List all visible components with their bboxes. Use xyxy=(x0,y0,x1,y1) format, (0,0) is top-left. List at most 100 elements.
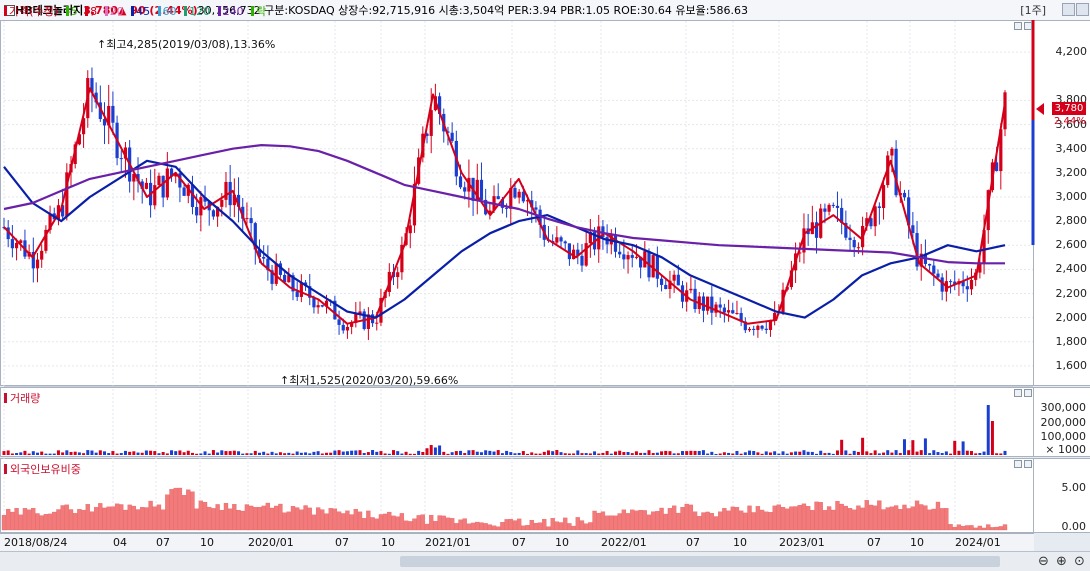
foreign-bar xyxy=(977,525,983,531)
period-selector[interactable]: [1주] xyxy=(1020,4,1046,17)
candle-body xyxy=(764,328,768,330)
legend-ma60[interactable]: 60 xyxy=(162,5,177,18)
volume-panel-menu-button[interactable] xyxy=(1014,389,1022,397)
candle-body xyxy=(584,243,588,266)
candle-body xyxy=(986,190,990,231)
candle-body xyxy=(253,223,257,250)
foreign-bar xyxy=(52,511,57,531)
foreign-bar xyxy=(311,514,317,531)
volume-bar xyxy=(798,451,802,455)
minimize-button[interactable] xyxy=(1062,3,1075,16)
foreign-bar xyxy=(709,513,714,531)
foreign-bar xyxy=(994,526,999,531)
scroll-thumb[interactable] xyxy=(400,556,1000,567)
candle-body xyxy=(919,253,923,267)
x-tick-label: 10 xyxy=(733,536,747,549)
close-button[interactable] xyxy=(1076,3,1089,16)
foreign-panel-menu-button[interactable] xyxy=(1014,460,1022,468)
volume-panel-close-button[interactable] xyxy=(1024,389,1032,397)
candle-body xyxy=(932,265,936,274)
candle-body xyxy=(634,256,639,258)
volume-bar xyxy=(869,453,873,455)
price-panel-menu-button[interactable] xyxy=(1014,22,1022,30)
candle-body xyxy=(567,243,572,260)
foreign-bar xyxy=(940,508,945,531)
foreign-bar xyxy=(181,495,187,531)
volume-bar xyxy=(119,453,123,455)
volume-bar xyxy=(584,453,588,455)
candle-body xyxy=(90,78,94,93)
foreign-bar xyxy=(240,510,245,531)
zoom-in-icon[interactable]: ⊕ xyxy=(1056,554,1067,569)
volume-bar xyxy=(253,450,257,455)
legend-ma8[interactable]: 8 xyxy=(90,5,98,18)
foreign-bar xyxy=(768,512,773,531)
candle-body xyxy=(211,210,216,217)
volume-bar xyxy=(203,451,207,455)
legend-ma240[interactable]: 240 xyxy=(222,5,244,18)
volume-bar xyxy=(417,450,421,455)
foreign-bar xyxy=(651,511,656,531)
volume-bar xyxy=(777,453,781,455)
foreign-bar xyxy=(642,510,647,531)
volume-bar xyxy=(383,453,387,455)
foreign-bar xyxy=(353,509,358,531)
volume-bar xyxy=(676,453,680,455)
candle-body xyxy=(618,251,622,255)
volume-bar xyxy=(174,451,178,455)
candle-body xyxy=(270,270,274,284)
volume-bar xyxy=(815,453,819,455)
foreign-bar xyxy=(776,504,781,531)
legend-ma120[interactable]: 120 xyxy=(189,5,211,18)
volume-bar xyxy=(350,450,354,455)
foreign-bar xyxy=(140,507,145,531)
foreign-bar xyxy=(89,511,95,531)
foreign-bar xyxy=(169,489,174,531)
foreign-bar xyxy=(630,509,635,531)
volume-bar xyxy=(111,451,115,455)
price-tick: 3,400 xyxy=(1055,141,1088,155)
volume-bar xyxy=(546,450,550,455)
foreign-panel-close-button[interactable] xyxy=(1024,460,1032,468)
volume-bar xyxy=(94,452,98,455)
foreign-bar xyxy=(588,522,593,531)
foreign-bar xyxy=(387,511,392,531)
foreign-bar xyxy=(546,526,551,531)
foreign-bar xyxy=(202,501,208,531)
foreign-bar xyxy=(244,504,250,531)
volume-bar xyxy=(31,451,35,455)
foreign-bar xyxy=(533,522,539,531)
foreign-bar xyxy=(613,515,618,531)
foreign-bar xyxy=(47,513,53,531)
zoom-reset-icon[interactable]: ⊙ xyxy=(1074,554,1085,569)
candle-body xyxy=(140,181,144,189)
candle-body xyxy=(789,270,793,288)
volume-bar xyxy=(132,451,136,455)
legend-ma5[interactable]: 5 xyxy=(70,5,78,18)
zoom-out-icon[interactable]: ⊖ xyxy=(1038,554,1049,569)
foreign-bar xyxy=(265,502,271,531)
volume-bar xyxy=(170,450,174,455)
legend-lock[interactable]: 락 xyxy=(256,5,267,18)
volume-bar xyxy=(211,450,215,455)
candle-body xyxy=(639,256,643,268)
price-panel-close-button[interactable] xyxy=(1024,22,1032,30)
foreign-bar xyxy=(864,500,869,531)
legend-price-label[interactable]: 가격(수정) xyxy=(9,5,59,18)
volume-bar xyxy=(195,453,199,455)
legend-ma20[interactable]: 20 xyxy=(109,5,124,18)
foreign-bar xyxy=(726,510,731,531)
foreign-bar xyxy=(835,501,840,531)
foreign-bar xyxy=(935,501,941,531)
chart-scrollbar[interactable]: ⊖ ⊕ ⊙ xyxy=(0,551,1090,571)
volume-bar xyxy=(392,450,396,455)
stock-info: 30,756,732 구분:KOSDAQ 상장수:92,715,916 시총:3… xyxy=(197,4,748,17)
foreign-tick-0: 0.00 xyxy=(1061,520,1087,533)
foreign-bar xyxy=(688,504,694,531)
foreign-bar xyxy=(211,508,216,531)
foreign-bar xyxy=(969,525,974,531)
candle-body xyxy=(676,274,680,286)
x-tick-label: 07 xyxy=(156,536,170,549)
candle-body xyxy=(216,206,220,217)
legend-ma45[interactable]: 45 xyxy=(136,5,151,18)
